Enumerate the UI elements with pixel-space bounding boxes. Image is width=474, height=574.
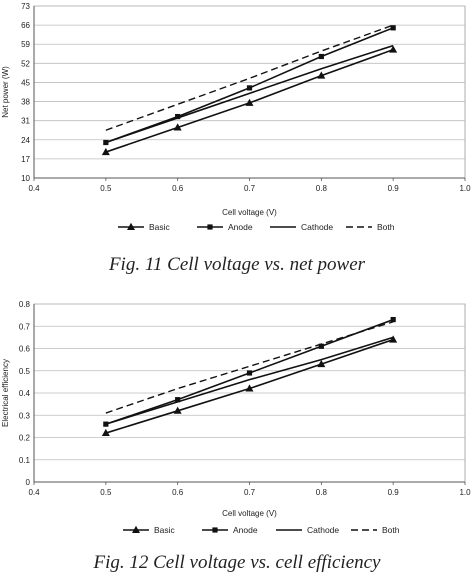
chart1-x-tick-label: 0.4 xyxy=(28,184,40,193)
chart1-y-tick-label: 73 xyxy=(21,2,30,11)
chart1-anode-point xyxy=(103,139,109,146)
chart2-series-anode xyxy=(103,316,396,427)
chart2-legend-basic-marker xyxy=(132,525,140,533)
chart2-legend: Basic Anode Cathode Both xyxy=(123,525,400,535)
chart1-legend-anode-label: Anode xyxy=(228,222,253,232)
chart2-x-tick-label: 0.6 xyxy=(172,488,184,497)
chart1-basic-point xyxy=(389,45,398,53)
chart2-y-tick-label: 0 xyxy=(26,478,31,487)
chart1-y-tick-label: 66 xyxy=(21,21,30,30)
chart1-basic-point xyxy=(173,123,182,131)
chart1-series-anode xyxy=(103,25,396,146)
chart1-series-basic xyxy=(101,45,398,156)
chart1-y-axis-label: Net power (W) xyxy=(1,66,10,118)
chart1-x-tick-label: 0.6 xyxy=(172,184,184,193)
chart1-basic-point xyxy=(101,147,110,156)
chart2-cathode-line xyxy=(105,336,394,425)
chart2-x-tick-label: 1.0 xyxy=(459,488,471,497)
chart1-legend-basic-marker xyxy=(127,222,135,230)
chart1-y-tick-label: 10 xyxy=(21,174,30,183)
chart1-y-tick-label: 38 xyxy=(21,98,30,107)
chart1-y-tick-label: 17 xyxy=(21,155,30,164)
chart1-anode-line xyxy=(105,27,394,144)
chart2-series-cathode xyxy=(105,336,394,425)
chart2-y-tick-label: 0.6 xyxy=(19,345,31,354)
chart2-x-axis-label: Cell voltage (V) xyxy=(222,509,277,518)
chart2-y-tick-label: 0.1 xyxy=(19,456,31,465)
chart2-anode-point xyxy=(246,370,253,376)
chart1-legend: Basic Anode Cathode Both xyxy=(118,222,395,232)
chart2-basic-point xyxy=(389,335,398,343)
chart1-y-tick-label: 45 xyxy=(21,78,30,87)
chart2-basic-point xyxy=(317,359,326,368)
chart1-x-axis-label: Cell voltage (V) xyxy=(222,208,277,217)
chart2-y-tick-label: 0.2 xyxy=(19,434,31,443)
chart1-both-line xyxy=(105,24,394,131)
chart2-anode-point xyxy=(103,421,109,427)
chart2-anode-point xyxy=(318,343,324,349)
chart2-x-tick-label: 0.5 xyxy=(100,488,112,497)
chart1-cathode-line xyxy=(105,44,394,144)
chart2-basic-point xyxy=(173,406,182,414)
chart1-y-tick-label: 52 xyxy=(21,59,30,68)
chart2-anode-point xyxy=(175,397,181,403)
chart2-x-tick-label: 0.9 xyxy=(388,488,400,497)
chart1-series-cathode xyxy=(105,44,394,144)
chart2-series-basic xyxy=(101,335,398,437)
chart2-anode-point xyxy=(390,316,396,323)
figure-11-caption: Fig. 11 Cell voltage vs. net power xyxy=(108,254,366,275)
net-power-chart: 10 17 24 31 38 45 52 59 66 73 0.4 0.5 0.6 0.7 0.8 0.9 1.… xyxy=(1,2,471,232)
chart1-plot-area xyxy=(33,5,466,179)
chart2-legend-both-label: Both xyxy=(382,525,400,535)
chart2-basic-point xyxy=(101,428,110,437)
chart2-basic-point xyxy=(245,384,254,392)
chart1-y-tick-label: 31 xyxy=(21,117,30,126)
figure-12-caption: Fig. 12 Cell voltage vs. cell efficiency xyxy=(93,552,381,573)
chart1-anode-point xyxy=(390,25,396,31)
chart1-x-tick-label: 0.8 xyxy=(316,184,328,193)
chart2-y-tick-label: 0.3 xyxy=(19,411,31,420)
chart1-x-tick-label: 0.9 xyxy=(388,184,400,193)
chart2-legend-anode-marker xyxy=(212,527,218,533)
chart1-x-tick-label: 0.5 xyxy=(100,184,112,193)
chart1-legend-cathode-label: Cathode xyxy=(301,222,333,232)
chart2-y-tick-label: 0.7 xyxy=(19,322,31,331)
chart1-legend-basic-label: Basic xyxy=(149,222,171,232)
chart1-legend-anode-marker xyxy=(207,224,213,230)
chart1-anode-point xyxy=(318,53,324,60)
chart2-y-tick-label: 0.4 xyxy=(19,389,31,398)
chart2-y-axis-label: Electrical efficiency xyxy=(1,359,10,427)
chart2-x-tick-label: 0.8 xyxy=(316,488,328,497)
chart1-legend-both-label: Both xyxy=(377,222,395,232)
chart1-basic-point xyxy=(245,98,254,106)
chart2-x-tick-label: 0.4 xyxy=(28,488,40,497)
chart1-anode-point xyxy=(175,113,181,120)
chart2-y-tick-label: 0.8 xyxy=(19,300,31,309)
chart1-anode-point xyxy=(246,85,253,91)
electrical-efficiency-chart: 0 0.1 0.2 0.3 0.4 0.5 0.6 0.7 0.8 0.4 0.5 0.6 0.7 0.8… xyxy=(1,300,471,535)
chart2-legend-cathode-label: Cathode xyxy=(307,525,339,535)
chart1-basic-point xyxy=(317,71,326,79)
chart2-both-line xyxy=(105,321,394,414)
chart2-legend-basic-label: Basic xyxy=(154,525,176,535)
chart2-legend-anode-label: Anode xyxy=(233,525,258,535)
chart1-y-tick-label: 59 xyxy=(21,40,30,49)
chart2-x-tick-label: 0.7 xyxy=(244,488,256,497)
chart1-x-tick-label: 1.0 xyxy=(459,184,471,193)
chart1-series-both xyxy=(105,24,394,131)
chart2-series-both xyxy=(105,321,394,414)
chart1-x-tick-label: 0.7 xyxy=(244,184,256,193)
chart1-y-tick-label: 24 xyxy=(21,136,30,145)
chart2-y-tick-label: 0.5 xyxy=(19,367,31,376)
